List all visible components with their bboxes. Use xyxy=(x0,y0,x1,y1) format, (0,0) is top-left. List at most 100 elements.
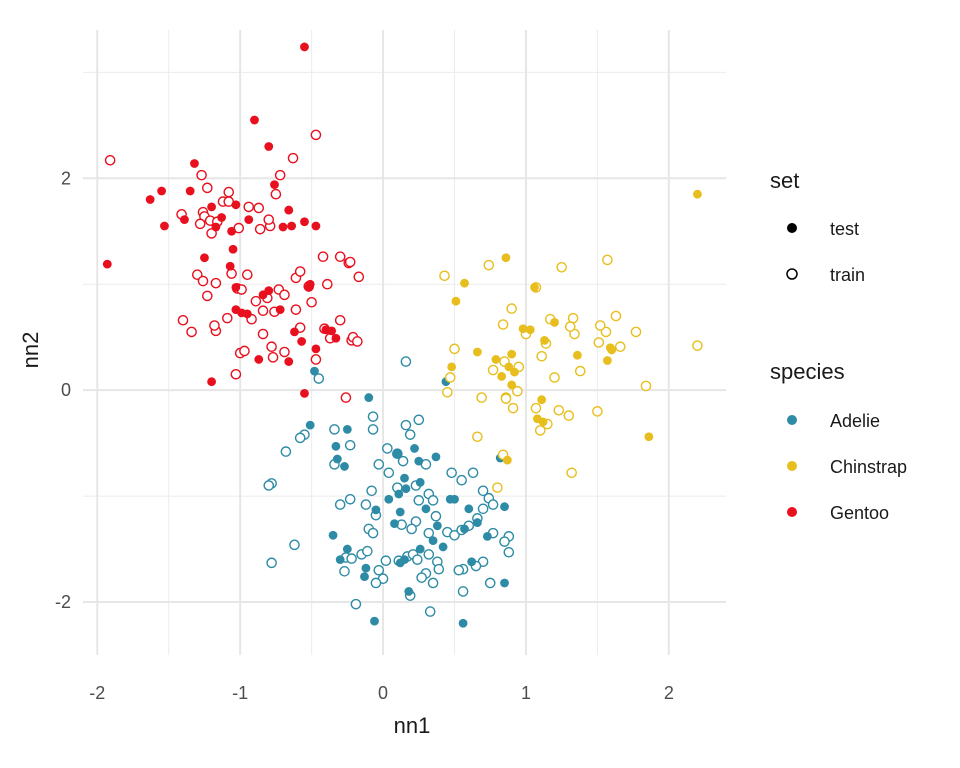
gentoo-test-point xyxy=(228,244,238,254)
gentoo-test-point xyxy=(242,309,252,319)
gentoo-train-point xyxy=(267,352,279,363)
chinstrap-train-point xyxy=(614,341,626,353)
adelie-train-point xyxy=(289,539,300,551)
adelie-test-point xyxy=(450,494,459,504)
chinstrap-train-point xyxy=(602,254,613,266)
gentoo-train-point xyxy=(196,169,207,181)
adelie-test-point xyxy=(392,449,402,459)
adelie-test-point xyxy=(414,456,424,466)
adelie-train-point xyxy=(346,553,357,564)
adelie-train-point xyxy=(344,493,356,505)
gentoo-train-point xyxy=(177,314,189,326)
chinstrap-train-point xyxy=(549,372,560,383)
adelie-train-point xyxy=(503,546,515,558)
gentoo-train-point xyxy=(310,129,322,141)
chinstrap-test-point xyxy=(460,278,469,288)
adelie-train-point xyxy=(313,373,325,384)
chinstrap-train-point xyxy=(592,406,603,417)
gentoo-train-point xyxy=(317,251,329,262)
chinstrap-train-point xyxy=(594,320,606,331)
chinstrap-test-point xyxy=(472,347,482,357)
adelie-test-point xyxy=(431,452,441,462)
gentoo-train-point xyxy=(287,152,299,164)
gentoo-train-point xyxy=(202,182,213,194)
gentoo-test-point xyxy=(250,115,259,125)
gentoo-train-point xyxy=(186,326,197,338)
adelie-train-point xyxy=(366,485,377,497)
gentoo-train-point xyxy=(322,278,333,290)
gentoo-test-point xyxy=(145,195,155,204)
adelie-train-point xyxy=(280,446,292,457)
chinstrap-test-point xyxy=(507,380,517,390)
chinstrap-test-point xyxy=(532,414,542,424)
adelie-train-point xyxy=(449,529,460,541)
gentoo-train-point xyxy=(266,341,277,353)
chinstrap-test-point xyxy=(491,355,501,364)
adelie-test-point xyxy=(364,393,374,402)
gentoo-test-point xyxy=(311,221,321,231)
gentoo-test-point xyxy=(102,259,112,269)
gentoo-train-point xyxy=(202,290,213,302)
gentoo-train-point xyxy=(192,269,203,281)
legend-train-label: train xyxy=(830,265,865,285)
adelie-test-point xyxy=(371,505,381,515)
gentoo-train-point xyxy=(279,289,290,301)
adelie-train-point xyxy=(266,557,277,569)
adelie-train-point xyxy=(467,467,479,479)
gentoo-train-point xyxy=(294,266,306,277)
gentoo-train-point xyxy=(334,314,346,326)
chinstrap-train-point xyxy=(507,402,519,414)
adelie-test-point xyxy=(500,502,509,512)
adelie-train-point xyxy=(413,495,425,506)
adelie-test-point xyxy=(390,519,399,529)
gentoo-test-point xyxy=(297,337,307,346)
chinstrap-train-point xyxy=(536,350,547,362)
adelie-train-point xyxy=(367,527,379,539)
legend-chinstrap-label: Chinstrap xyxy=(830,457,907,477)
x-axis-ticks: -2 -1 0 1 2 xyxy=(89,683,674,703)
adelie-test-point xyxy=(482,531,492,541)
adelie-train-point xyxy=(423,527,435,539)
adelie-train-point xyxy=(404,429,416,440)
adelie-train-point xyxy=(400,356,412,367)
adelie-train-point xyxy=(477,485,489,497)
chinstrap-test-point xyxy=(540,335,549,345)
gentoo-test-point xyxy=(264,142,274,151)
chinstrap-train-point xyxy=(553,404,565,416)
adelie-train-point xyxy=(430,510,442,522)
adelie-train-point xyxy=(413,414,425,426)
adelie-train-point xyxy=(427,577,439,589)
x-tick-label: 1 xyxy=(521,683,531,703)
y-axis-title: nn2 xyxy=(18,332,43,369)
chinstrap-train-point xyxy=(476,392,487,403)
gentoo-test-point xyxy=(254,355,264,364)
adelie-test-point xyxy=(500,578,509,588)
adelie-test-point xyxy=(310,366,319,376)
adelie-train-point xyxy=(427,495,439,506)
chinstrap-test-point xyxy=(550,317,559,327)
adelie-train-point xyxy=(484,577,496,589)
adelie-train-point xyxy=(373,564,385,576)
adelie-train-point xyxy=(334,499,346,510)
adelie-train-point xyxy=(370,577,382,589)
adelie-train-point xyxy=(433,563,445,575)
chinstrap-train-point xyxy=(472,431,483,443)
chinstrap-test-point xyxy=(501,253,511,263)
adelie-test-point xyxy=(340,462,349,471)
chinstrap-train-point xyxy=(630,326,642,338)
gentoo-test-point xyxy=(231,305,241,315)
gentoo-train-point xyxy=(230,368,242,380)
chinstrap-train-point xyxy=(487,364,499,376)
adelie-test-point xyxy=(415,477,425,487)
chinstrap-train-point xyxy=(506,303,517,314)
adelie-train-point xyxy=(400,419,412,431)
adelie-test-point xyxy=(467,557,477,567)
chinstrap-train-point xyxy=(600,326,612,338)
chinstrap-train-point xyxy=(483,259,495,271)
gentoo-test-point xyxy=(185,186,195,196)
gentoo-test-point xyxy=(270,180,279,190)
adelie-train-point xyxy=(373,459,385,470)
gentoo-train-point xyxy=(340,392,352,403)
adelie-test-point xyxy=(464,504,474,514)
